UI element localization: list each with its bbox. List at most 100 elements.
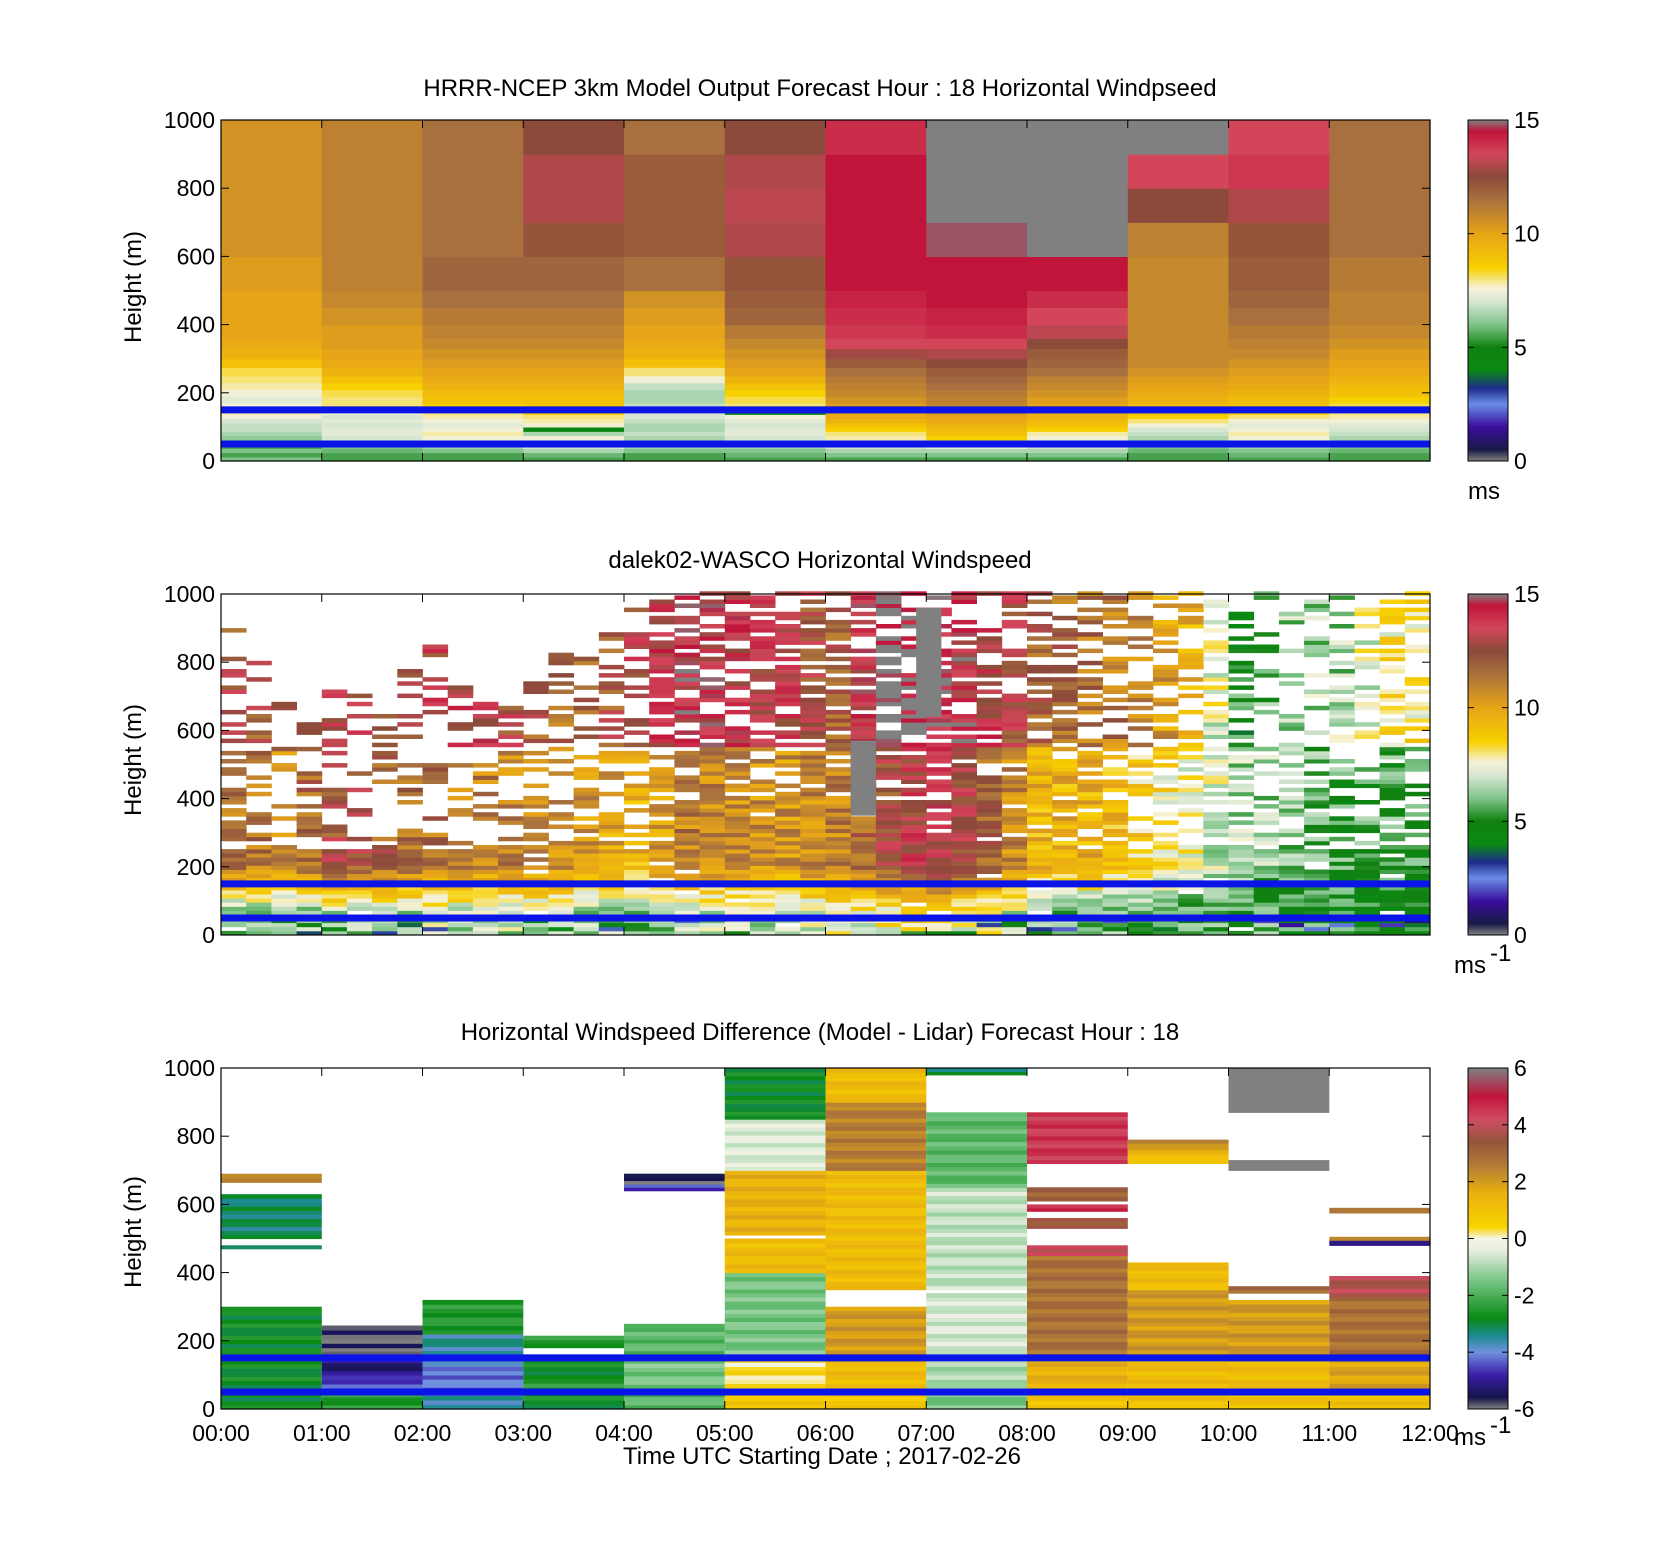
- heatmap-cell: [649, 922, 675, 928]
- heatmap-cell: [1329, 779, 1355, 784]
- heatmap-cell: [1102, 656, 1129, 662]
- heatmap-cell: [901, 800, 927, 805]
- heatmap-cell: [321, 426, 424, 432]
- heatmap-cell: [1228, 290, 1330, 309]
- heatmap-cell: [976, 689, 1003, 694]
- heatmap-cell: [699, 730, 726, 735]
- heatmap-cell: [1228, 1374, 1330, 1380]
- heatmap-cell: [1329, 836, 1355, 842]
- heatmap-cell: [926, 1236, 1028, 1242]
- heatmap-cell: [875, 840, 902, 846]
- heatmap-cell: [724, 611, 751, 617]
- heatmap-cell: [624, 877, 650, 883]
- heatmap-cell: [1027, 808, 1053, 813]
- heatmap-cell: [749, 648, 776, 654]
- heatmap-cell: [724, 1317, 826, 1322]
- heatmap-cell: [523, 418, 625, 424]
- heatmap-cell: [422, 709, 449, 715]
- heatmap-cell: [1052, 865, 1078, 870]
- heatmap-cell: [498, 771, 524, 776]
- heatmap-cell: [649, 869, 675, 874]
- heatmap-cell: [1077, 816, 1103, 821]
- heatmap-cell: [926, 1154, 1028, 1159]
- heatmap-cell: [447, 910, 474, 915]
- heatmap-cell: [624, 307, 726, 326]
- heatmap-cell: [1304, 926, 1330, 932]
- heatmap-cell: [926, 1404, 1028, 1410]
- heatmap-cell: [1304, 693, 1330, 699]
- heatmap-cell: [321, 718, 348, 723]
- heatmap-cell: [976, 885, 1003, 891]
- heatmap-cell: [875, 701, 902, 707]
- heatmap-cell: [1152, 734, 1179, 739]
- heatmap-cell: [901, 857, 927, 862]
- heatmap-cell: [296, 898, 323, 903]
- heatmap-cell: [1102, 885, 1129, 891]
- heatmap-cell: [1052, 709, 1078, 715]
- heatmap-cell: [1203, 894, 1229, 899]
- heatmap-cell: [901, 890, 927, 895]
- heatmap-cell: [1001, 877, 1028, 883]
- heatmap-cell: [1354, 722, 1380, 727]
- heatmap-cell: [422, 926, 449, 932]
- heatmap-cell: [926, 1224, 1028, 1229]
- heatmap-cell: [1329, 738, 1355, 744]
- heatmap-cell: [624, 1187, 725, 1192]
- heatmap-cell: [901, 840, 927, 846]
- heatmap-cell: [1152, 714, 1179, 719]
- heatmap-cell: [221, 709, 247, 715]
- heatmap-cell: [775, 812, 801, 817]
- heatmap-cell: [1178, 926, 1204, 932]
- heatmap-cell: [573, 885, 600, 891]
- heatmap-cell: [926, 1071, 1028, 1076]
- heatmap-cell: [825, 1126, 927, 1131]
- heatmap-cell: [649, 845, 675, 850]
- heatmap-cell: [1354, 861, 1380, 866]
- heatmap-cell: [1178, 849, 1204, 854]
- heatmap-cell: [1253, 877, 1280, 883]
- heatmap-cell: [1329, 1312, 1431, 1318]
- heatmap-cell: [1178, 615, 1204, 621]
- heatmap-cell: [926, 1261, 1028, 1266]
- heatmap-cell: [1404, 824, 1431, 829]
- heatmap-cell: [1404, 877, 1431, 883]
- heatmap-cell: [1127, 1370, 1229, 1376]
- heatmap-cell: [800, 685, 826, 690]
- heatmap-cell: [1253, 910, 1280, 915]
- heatmap-cell: [246, 926, 272, 932]
- heatmap-cell: [825, 188, 927, 223]
- heatmap-cell: [624, 1323, 725, 1329]
- heatmap-cell: [724, 1272, 826, 1278]
- heatmap-cell: [498, 755, 524, 760]
- heatmap-cell: [926, 853, 952, 858]
- heatmap-cell: [1379, 824, 1406, 829]
- heatmap-cell: [649, 894, 675, 899]
- heatmap-cell: [1304, 705, 1330, 711]
- heatmap-cell: [321, 307, 424, 326]
- heatmap-cell: [850, 824, 877, 829]
- heatmap-cell: [749, 730, 776, 735]
- heatmap-cell: [1379, 697, 1406, 703]
- heatmap-cell: [472, 906, 499, 911]
- heatmap-cell: [1203, 718, 1229, 723]
- heatmap-cell: [1404, 763, 1431, 768]
- heatmap-cell: [724, 873, 751, 879]
- heatmap-cell: [825, 1269, 927, 1274]
- heatmap-cell: [749, 746, 776, 752]
- heatmap-cell: [1354, 853, 1380, 858]
- y-axis-label: Height (m): [120, 231, 147, 343]
- heatmap-cell: [1127, 1396, 1229, 1402]
- heatmap-cell: [1178, 693, 1204, 699]
- heatmap-cell: [1027, 414, 1129, 419]
- heatmap-cell: [1052, 898, 1078, 903]
- heatmap-cell: [1077, 894, 1103, 899]
- heatmap-cell: [1027, 795, 1053, 801]
- heatmap-cell: [1102, 787, 1129, 793]
- heatmap-cell: [724, 926, 751, 932]
- heatmap-cell: [649, 771, 675, 776]
- heatmap-cell: [724, 1198, 826, 1204]
- heatmap-cell: [321, 448, 424, 454]
- heatmap-cell: [548, 853, 574, 858]
- heatmap-cell: [1001, 791, 1028, 797]
- heatmap-cell: [926, 1203, 1028, 1209]
